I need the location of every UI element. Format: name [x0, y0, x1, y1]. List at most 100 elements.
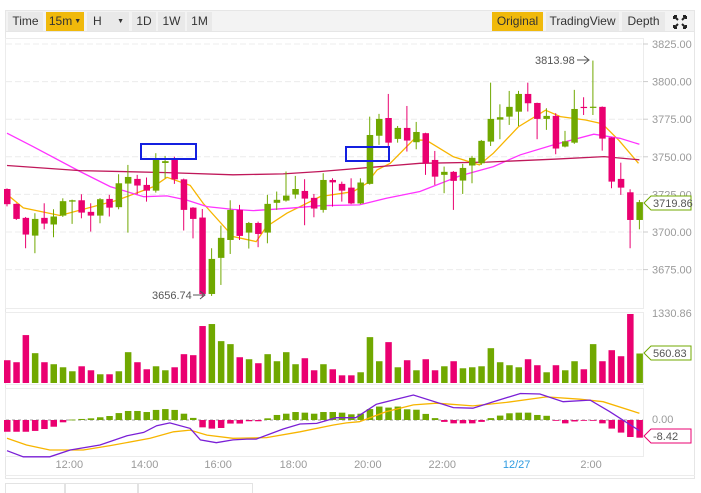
current-price-label: 3719.86: [653, 198, 693, 210]
candle-body[interactable]: [4, 188, 11, 205]
candle-body[interactable]: [534, 102, 541, 119]
candle-body[interactable]: [506, 106, 513, 117]
bottom-tab[interactable]: [138, 483, 253, 493]
candle-body[interactable]: [22, 217, 30, 235]
volume-bar: [580, 369, 588, 383]
candle-body[interactable]: [283, 195, 290, 201]
candle-body[interactable]: [208, 258, 216, 294]
candle-body[interactable]: [329, 179, 337, 183]
candle-body[interactable]: [599, 106, 606, 139]
candle-body[interactable]: [487, 118, 495, 142]
candle-body[interactable]: [441, 171, 448, 175]
candle-body[interactable]: [59, 201, 67, 216]
candle-body[interactable]: [543, 115, 550, 119]
candle-body[interactable]: [97, 199, 104, 216]
interval-1d-button[interactable]: 1D: [132, 12, 156, 31]
candle-body[interactable]: [394, 127, 402, 139]
candle-body[interactable]: [134, 178, 141, 186]
candle-body[interactable]: [552, 115, 560, 149]
interval-15m-button[interactable]: 15m ▼: [46, 12, 84, 31]
candle-body[interactable]: [366, 134, 374, 184]
candle-body[interactable]: [78, 200, 85, 213]
candle-body[interactable]: [357, 182, 364, 204]
volume-bar: [441, 366, 448, 383]
candle-body[interactable]: [459, 167, 467, 181]
view-tradingview-button[interactable]: TradingView: [546, 12, 619, 31]
candle-body[interactable]: [152, 159, 160, 191]
candle-body[interactable]: [190, 207, 197, 219]
candle-body[interactable]: [636, 202, 643, 220]
candle-body[interactable]: [524, 93, 532, 104]
volume-bar: [515, 367, 522, 383]
macd-histogram-bar: [143, 412, 150, 420]
candle-body[interactable]: [227, 209, 234, 240]
candle-body[interactable]: [69, 200, 76, 202]
macd-histogram-bar: [97, 417, 104, 420]
candle-body[interactable]: [338, 183, 346, 191]
candle-body[interactable]: [106, 198, 113, 208]
candle-body[interactable]: [171, 158, 178, 180]
candle-body[interactable]: [320, 179, 327, 210]
volume-bar: [227, 344, 234, 383]
view-original-button[interactable]: Original: [492, 12, 543, 31]
candle-body[interactable]: [264, 203, 271, 233]
candle-body[interactable]: [255, 222, 262, 234]
candle-body[interactable]: [413, 131, 420, 143]
candle-body[interactable]: [385, 117, 392, 143]
interval-1m-button[interactable]: 1M: [187, 12, 212, 31]
candle-body[interactable]: [180, 179, 188, 210]
candle-body[interactable]: [162, 161, 169, 163]
candle-body[interactable]: [217, 237, 225, 258]
fullscreen-button[interactable]: [668, 12, 692, 31]
candle-body[interactable]: [496, 117, 504, 120]
time-tick-label: 22:00: [428, 459, 456, 471]
candle-body[interactable]: [50, 216, 58, 225]
candle-body[interactable]: [562, 141, 569, 147]
candle-body[interactable]: [608, 137, 616, 182]
candle-body[interactable]: [87, 211, 95, 216]
candle-body[interactable]: [422, 133, 430, 164]
candle-body[interactable]: [580, 106, 588, 109]
bottom-tab[interactable]: [65, 483, 138, 493]
volume-bar: [357, 372, 364, 383]
candle-body[interactable]: [13, 203, 20, 219]
candle-body[interactable]: [450, 171, 457, 181]
candle-body[interactable]: [431, 159, 439, 177]
bottom-tab[interactable]: [5, 483, 65, 493]
candle-body[interactable]: [41, 217, 48, 224]
candle-body[interactable]: [403, 127, 411, 141]
candle-body[interactable]: [571, 108, 578, 143]
annotation-box[interactable]: [140, 143, 197, 160]
interval-1w-button[interactable]: 1W: [158, 12, 185, 31]
macd-histogram-bar: [78, 418, 85, 420]
candle-body[interactable]: [627, 192, 634, 220]
candle-body[interactable]: [469, 157, 476, 166]
macd-histogram-bar: [329, 412, 336, 420]
candle-body[interactable]: [273, 199, 281, 203]
candle-body[interactable]: [199, 217, 206, 294]
candle-body[interactable]: [236, 209, 244, 236]
annotation-box[interactable]: [345, 146, 390, 162]
candle-body[interactable]: [301, 190, 309, 199]
candle-body[interactable]: [515, 93, 523, 112]
candle-body[interactable]: [310, 197, 318, 209]
candle-body[interactable]: [115, 183, 123, 208]
candle-body[interactable]: [376, 118, 383, 136]
candle-body[interactable]: [617, 178, 625, 188]
volume-bar: [59, 367, 67, 383]
candle-body[interactable]: [292, 188, 299, 195]
candle-body[interactable]: [245, 222, 253, 233]
candle-body[interactable]: [124, 176, 132, 184]
time-button[interactable]: Time: [8, 12, 43, 31]
candle-body[interactable]: [589, 106, 597, 108]
macd-histogram-bar: [608, 420, 615, 429]
candle-body[interactable]: [478, 140, 485, 164]
view-depth-button[interactable]: Depth: [622, 12, 665, 31]
price-tick-label: 3750.00: [652, 152, 692, 164]
candle-body[interactable]: [348, 187, 355, 204]
volume-bar: [97, 374, 104, 383]
candle-body[interactable]: [143, 184, 151, 191]
interval-hour-dropdown[interactable]: H ▼: [87, 12, 129, 31]
candle-body[interactable]: [31, 218, 39, 236]
